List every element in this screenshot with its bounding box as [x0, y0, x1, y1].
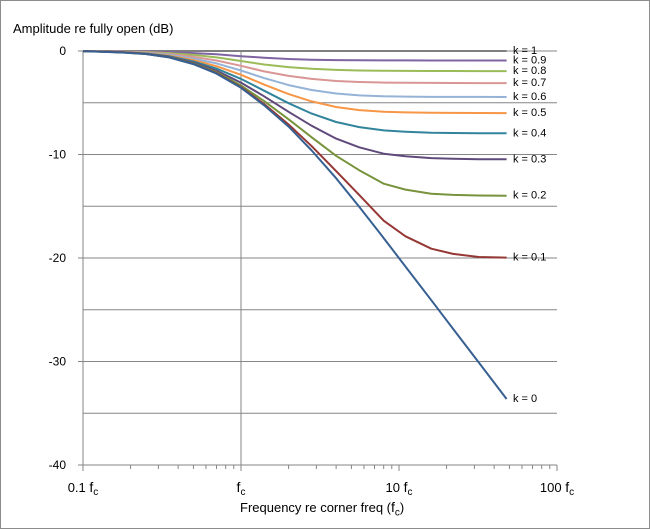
x-axis-title-sub: c	[394, 507, 400, 519]
series-label: k = 0.7	[513, 77, 546, 89]
series-label: k = 0.1	[513, 252, 546, 264]
x-tick-label-sub: c	[407, 487, 412, 498]
series-label: k = 0.3	[513, 153, 546, 165]
x-tick-label-f: f	[89, 479, 93, 495]
series-label: k = 0.2	[513, 190, 546, 202]
x-tick-label: 10 fc	[386, 479, 413, 498]
x-tick-label: 100 fc	[540, 479, 574, 498]
series-label: k = 1	[513, 45, 537, 57]
y-tick-label: -10	[49, 148, 67, 162]
series-label: k = 0.8	[513, 65, 546, 77]
series-labels: k = 1k = 0.9k = 0.8k = 0.7 k = 0.6 k = 0.5…	[513, 45, 546, 405]
x-axis-title-main: Frequency re corner freq (	[240, 500, 392, 515]
y-axis-title: Amplitude re fully open (dB)	[13, 21, 174, 36]
y-tick-label: -20	[49, 251, 67, 265]
series-label: k = 0.6	[513, 91, 546, 103]
tick-labels: 0-10-20-30-400.1 fc fc 10 fc 100 fc	[49, 44, 574, 498]
series-label: k = 0.9	[513, 55, 546, 67]
axes	[78, 50, 558, 471]
series-line	[82, 50, 507, 197]
x-tick-label-prefix: 0.1	[68, 480, 90, 495]
series-label: k = 0	[513, 393, 537, 405]
series-line	[82, 50, 507, 98]
series-label: k = 0.5	[513, 107, 546, 119]
x-tick-label-prefix: 100	[540, 480, 565, 495]
y-tick-label: 0	[59, 44, 66, 58]
x-axis-title-end: )	[399, 500, 405, 515]
x-tick-label-sub: c	[93, 487, 98, 498]
series-line	[82, 50, 508, 400]
series-line	[82, 50, 507, 135]
x-axis-title: Frequency re corner freq (fc)	[240, 499, 404, 519]
x-tick-label: 0.1 fc	[68, 479, 99, 498]
y-tick-label: -40	[49, 458, 67, 472]
y-tick-label: -30	[49, 355, 67, 369]
x-tick-label-sub: c	[240, 487, 245, 498]
x-axis-title-fc: fc	[391, 499, 400, 519]
x-tick-label-f: f	[404, 479, 408, 495]
x-axis-title-f: f	[391, 499, 395, 515]
x-tick-label-f: f	[237, 479, 241, 495]
x-tick-label: fc	[237, 479, 246, 498]
x-tick-label-sub: c	[569, 487, 574, 498]
x-tick-label-f: f	[565, 479, 569, 495]
series-label: k = 0.4	[513, 127, 546, 139]
x-tick-label-prefix: 10	[386, 480, 404, 495]
series-lines	[82, 50, 508, 400]
